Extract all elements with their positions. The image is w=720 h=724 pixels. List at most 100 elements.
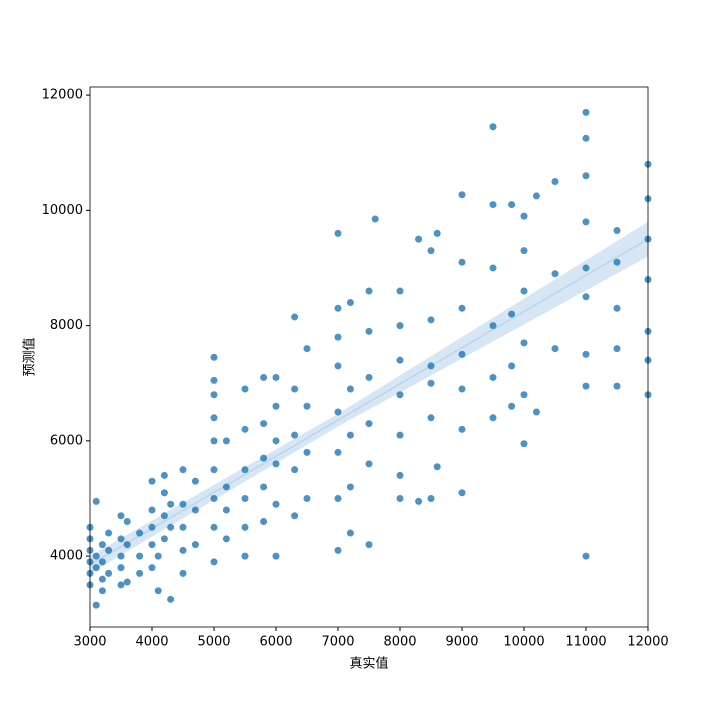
y-tick-label: 12000 (42, 88, 83, 103)
point (179, 546, 187, 554)
point (123, 578, 131, 586)
point (291, 385, 299, 393)
point (520, 212, 528, 220)
point (433, 463, 441, 471)
point (136, 529, 144, 537)
point (520, 440, 528, 448)
point (260, 373, 268, 381)
point (582, 172, 590, 180)
point (260, 518, 268, 526)
point (427, 414, 435, 422)
x-tick-label: 4000 (135, 635, 168, 650)
point (520, 247, 528, 255)
x-tick-label: 10000 (503, 635, 544, 650)
point (123, 518, 131, 526)
point (582, 108, 590, 116)
point (303, 345, 311, 353)
point (458, 425, 466, 433)
point (582, 552, 590, 560)
point (222, 483, 230, 491)
point (98, 558, 106, 566)
point (117, 552, 125, 560)
point (272, 373, 280, 381)
point (365, 327, 373, 335)
point (458, 489, 466, 497)
x-axis-label: 真实值 (349, 656, 388, 672)
point (160, 489, 168, 497)
point (148, 541, 156, 549)
point (272, 460, 280, 468)
point (427, 494, 435, 502)
point (179, 569, 187, 577)
point (346, 529, 354, 537)
point (291, 466, 299, 474)
point (241, 385, 249, 393)
point (613, 227, 621, 235)
point (210, 353, 218, 361)
point (489, 264, 497, 272)
point (241, 425, 249, 433)
point (334, 448, 342, 456)
point (222, 535, 230, 543)
point (508, 362, 516, 370)
point (148, 523, 156, 531)
point (210, 376, 218, 384)
point (92, 564, 100, 572)
point (272, 552, 280, 560)
point (520, 339, 528, 347)
point (334, 362, 342, 370)
point (222, 506, 230, 514)
point (123, 541, 131, 549)
point (117, 564, 125, 572)
point (148, 564, 156, 572)
point (489, 201, 497, 209)
point (396, 494, 404, 502)
point (98, 575, 106, 583)
point (427, 379, 435, 387)
point (260, 483, 268, 491)
point (582, 293, 590, 301)
point (532, 408, 540, 416)
point (148, 506, 156, 514)
point (346, 431, 354, 439)
point (415, 235, 423, 243)
point (334, 546, 342, 554)
y-tick-label: 6000 (50, 433, 83, 448)
point (117, 512, 125, 520)
x-tick-label: 7000 (321, 635, 354, 650)
point (154, 552, 162, 560)
point (489, 373, 497, 381)
point (613, 258, 621, 266)
point (98, 541, 106, 549)
point (551, 178, 559, 186)
point (551, 345, 559, 353)
point (489, 123, 497, 131)
point (458, 304, 466, 312)
plot-frame (89, 86, 649, 628)
y-tick-label: 4000 (50, 549, 83, 564)
point (582, 264, 590, 272)
point (334, 333, 342, 341)
point (346, 385, 354, 393)
point (334, 408, 342, 416)
point (167, 523, 175, 531)
point (489, 322, 497, 330)
x-tick-label: 11000 (565, 635, 606, 650)
point (191, 477, 199, 485)
point (117, 535, 125, 543)
point (396, 356, 404, 364)
point (291, 313, 299, 321)
y-axis-label: 预测值 (22, 337, 38, 376)
point (191, 506, 199, 514)
x-tick-label: 5000 (197, 635, 230, 650)
point (260, 420, 268, 428)
point (365, 541, 373, 549)
point (532, 192, 540, 200)
point (210, 391, 218, 399)
point (272, 402, 280, 410)
point (334, 304, 342, 312)
point (136, 569, 144, 577)
point (92, 601, 100, 609)
point (92, 497, 100, 505)
